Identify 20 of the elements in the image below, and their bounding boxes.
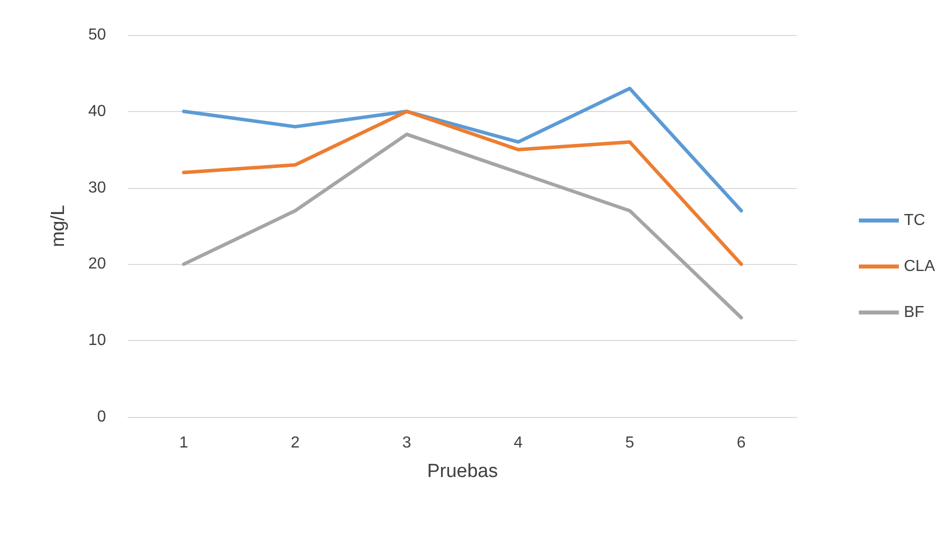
x-tick-label: 6 <box>736 434 746 452</box>
legend-label: CLA <box>904 258 936 275</box>
x-tick-label: 4 <box>514 434 523 452</box>
legend-label: BF <box>904 304 925 321</box>
x-tick-label: 5 <box>625 434 634 452</box>
x-tick-label: 3 <box>402 434 412 452</box>
y-tick-label: 50 <box>88 26 106 44</box>
line-series <box>182 110 743 266</box>
y-tick-label: 40 <box>88 102 106 120</box>
y-tick-label: 0 <box>97 408 106 426</box>
x-tick-label: 2 <box>290 434 300 452</box>
line-series <box>182 132 743 320</box>
x-tick-label: 1 <box>179 434 188 452</box>
y-tick-label: 10 <box>88 332 106 350</box>
line-series <box>182 86 743 212</box>
y-axis-title: mg/L <box>48 204 69 248</box>
x-axis-title: Pruebas <box>427 461 498 482</box>
legend-label: TC <box>904 212 926 229</box>
y-tick-label: 30 <box>88 179 106 196</box>
y-tick-label: 20 <box>88 256 106 273</box>
